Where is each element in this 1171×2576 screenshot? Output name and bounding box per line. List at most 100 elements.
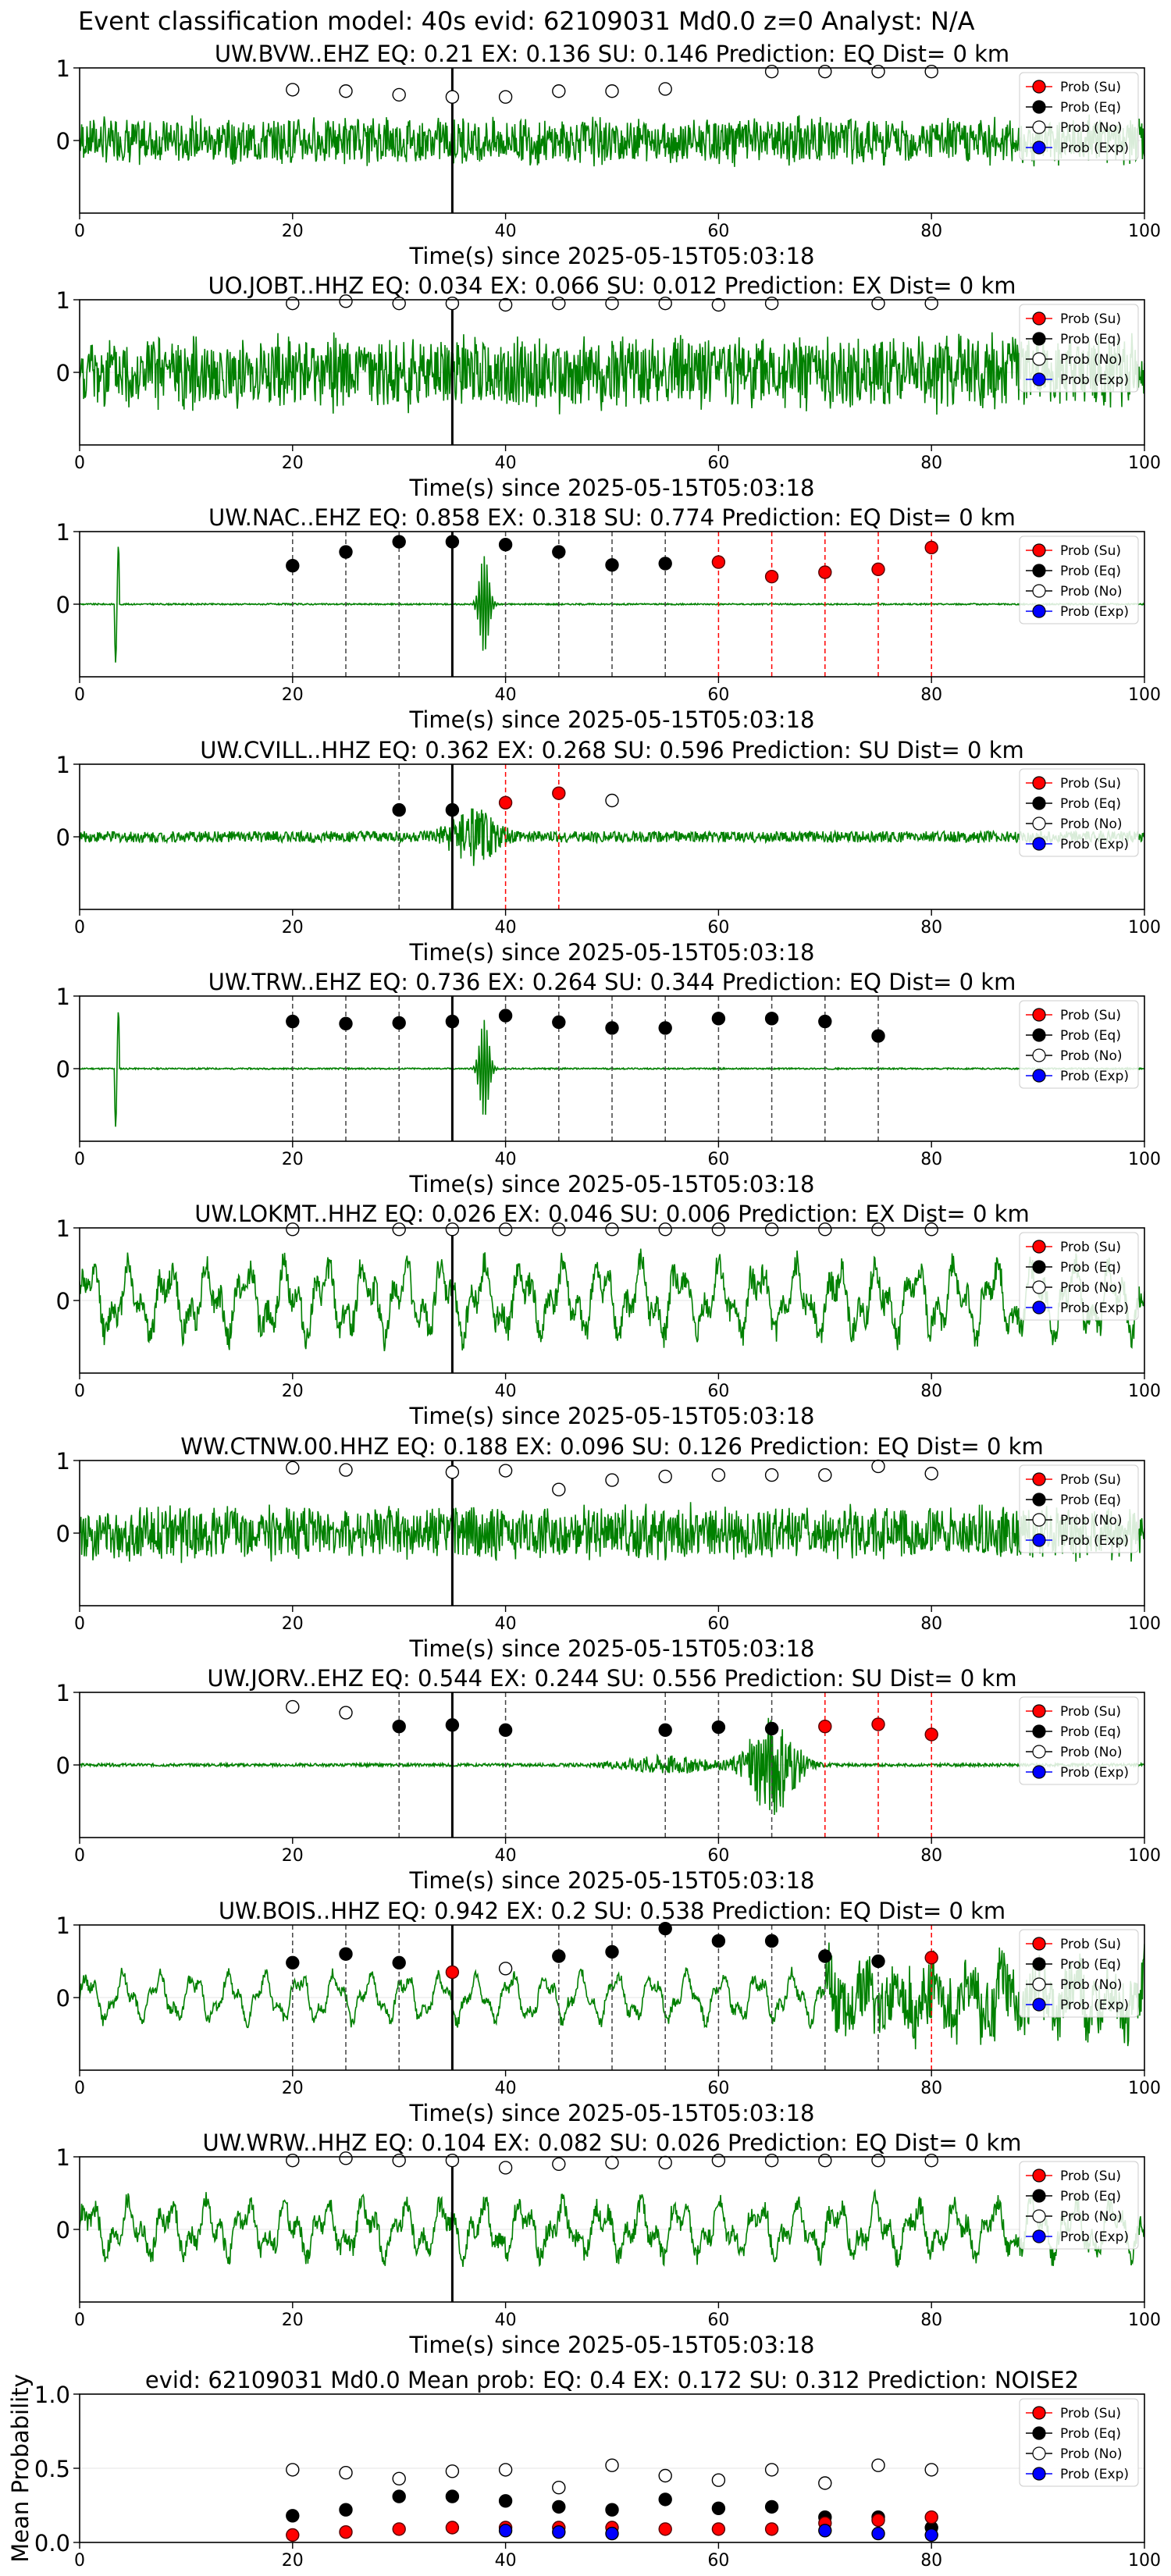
legend-marker bbox=[1032, 2446, 1046, 2460]
legend-marker bbox=[1032, 2169, 1046, 2183]
x-tick-label: 100 bbox=[1128, 1846, 1161, 1866]
figure-title: Event classification model: 40s evid: 62… bbox=[78, 6, 975, 36]
x-axis-label: Time(s) since 2025-05-15T05:03:18 bbox=[409, 2100, 815, 2126]
legend-marker bbox=[1032, 1977, 1046, 1991]
prob-su-point bbox=[818, 565, 832, 579]
prob-eq-point bbox=[392, 2489, 406, 2503]
prob-no-point bbox=[445, 2464, 460, 2478]
x-tick-label: 80 bbox=[920, 1382, 942, 1401]
prob-no-point bbox=[605, 2458, 619, 2472]
legend-marker bbox=[1032, 564, 1046, 578]
legend-marker bbox=[1032, 776, 1046, 790]
prob-eq-point bbox=[445, 2489, 460, 2503]
prob-no-point bbox=[498, 1222, 513, 1236]
prob-no-point bbox=[924, 296, 938, 311]
y-tick-label: 1.0 bbox=[34, 2382, 70, 2408]
prob-no-point bbox=[286, 1699, 300, 1714]
panel-8: UW.JORV..EHZ EQ: 0.544 EX: 0.244 SU: 0.5… bbox=[56, 1665, 1161, 1894]
prob-eq-point bbox=[286, 559, 300, 573]
x-tick-label: 20 bbox=[282, 685, 304, 705]
x-axis-label: Time(s) since 2025-05-15T05:03:18 bbox=[409, 939, 815, 966]
prob-no-point bbox=[392, 296, 406, 311]
prob-su-point bbox=[924, 540, 938, 555]
legend-marker bbox=[1032, 352, 1046, 366]
y-tick-label: 1 bbox=[56, 1680, 70, 1706]
legend-label: Prob (No) bbox=[1060, 1977, 1123, 1993]
prob-su-point bbox=[445, 1965, 460, 1980]
panel-title: UW.JORV..EHZ EQ: 0.544 EX: 0.244 SU: 0.5… bbox=[207, 1665, 1016, 1692]
legend-marker bbox=[1032, 1028, 1046, 1042]
x-tick-label: 100 bbox=[1128, 685, 1161, 705]
legend-marker bbox=[1032, 2209, 1046, 2223]
prob-no-point bbox=[605, 84, 619, 98]
prob-eq-point bbox=[605, 1021, 619, 1035]
prob-no-point bbox=[924, 1467, 938, 1481]
legend-label: Prob (Exp) bbox=[1060, 2229, 1129, 2245]
legend-marker bbox=[1032, 604, 1046, 618]
legend: Prob (Su) Prob (Eq) Prob (No) Prob (Exp) bbox=[1019, 1000, 1139, 1089]
prob-no-point bbox=[924, 2463, 938, 2477]
panel-title: UO.JOBT..HHZ EQ: 0.034 EX: 0.066 SU: 0.0… bbox=[208, 272, 1016, 299]
x-tick-label: 60 bbox=[707, 1382, 729, 1401]
prob-no-point bbox=[339, 294, 353, 308]
legend-marker bbox=[1032, 1069, 1046, 1083]
legend-label: Prob (No) bbox=[1060, 2209, 1123, 2225]
prob-eq-point bbox=[286, 1955, 300, 1970]
x-tick-label: 60 bbox=[707, 1846, 729, 1866]
y-tick-label: 1 bbox=[56, 1448, 70, 1475]
legend-label: Prob (No) bbox=[1060, 1280, 1123, 1296]
x-tick-label: 60 bbox=[707, 1150, 729, 1169]
prob-su-point bbox=[339, 2524, 353, 2539]
prob-eq-point bbox=[392, 535, 406, 549]
prob-eq-point bbox=[339, 1016, 353, 1031]
prob-exp-point bbox=[924, 2528, 938, 2542]
x-tick-label: 0 bbox=[74, 454, 85, 473]
prob-su-point bbox=[658, 2522, 672, 2536]
panel-3: UW.NAC..EHZ EQ: 0.858 EX: 0.318 SU: 0.77… bbox=[56, 504, 1161, 733]
x-tick-label: 60 bbox=[707, 2079, 729, 2098]
prob-no-point bbox=[818, 1468, 832, 1482]
legend-label: Prob (Su) bbox=[1060, 1240, 1121, 1255]
x-tick-label: 40 bbox=[495, 2079, 517, 2098]
y-tick-label: 0 bbox=[56, 1056, 70, 1083]
panel-title: UW.BOIS..HHZ EQ: 0.942 EX: 0.2 SU: 0.538… bbox=[219, 1898, 1005, 1924]
legend-label: Prob (Exp) bbox=[1060, 2467, 1129, 2482]
prob-no-point bbox=[286, 2153, 300, 2168]
waveform-trace bbox=[80, 1248, 1144, 1352]
prob-eq-point bbox=[392, 1016, 406, 1030]
x-tick-label: 20 bbox=[282, 2551, 304, 2571]
prob-no-point bbox=[552, 84, 566, 98]
prob-no-point bbox=[658, 2155, 672, 2170]
legend-marker bbox=[1032, 2229, 1046, 2243]
x-tick-label: 80 bbox=[920, 918, 942, 938]
x-tick-label: 100 bbox=[1128, 1150, 1161, 1169]
legend-label: Prob (Eq) bbox=[1060, 1957, 1121, 1973]
legend-marker bbox=[1032, 1745, 1046, 1759]
legend-marker bbox=[1032, 1513, 1046, 1527]
prob-no-point bbox=[764, 1222, 779, 1236]
prob-eq-point bbox=[552, 2500, 566, 2514]
prob-no-point bbox=[658, 1222, 672, 1236]
x-tick-label: 100 bbox=[1128, 2079, 1161, 2098]
prob-no-point bbox=[445, 1222, 460, 1236]
legend-box bbox=[1019, 1464, 1139, 1553]
y-tick-label: 0 bbox=[56, 824, 70, 851]
prob-su-point bbox=[445, 2521, 460, 2535]
prob-su-point bbox=[818, 1720, 832, 1734]
x-tick-label: 40 bbox=[495, 2311, 517, 2330]
x-tick-label: 100 bbox=[1128, 918, 1161, 938]
prob-no-point bbox=[286, 83, 300, 97]
legend-marker bbox=[1032, 2426, 1046, 2440]
x-tick-label: 80 bbox=[920, 1614, 942, 1634]
waveform-trace bbox=[80, 114, 1144, 167]
prob-no-point bbox=[924, 2153, 938, 2168]
prob-no-point bbox=[605, 2155, 619, 2170]
prob-eq-point bbox=[658, 2492, 672, 2507]
legend-label: Prob (Su) bbox=[1060, 80, 1121, 95]
prob-su-point bbox=[711, 555, 726, 569]
legend-label: Prob (Exp) bbox=[1060, 1300, 1129, 1316]
panel-4: UW.CVILL..HHZ EQ: 0.362 EX: 0.268 SU: 0.… bbox=[56, 737, 1161, 966]
prob-eq-point bbox=[552, 545, 566, 559]
waveform-trace bbox=[80, 808, 1144, 866]
